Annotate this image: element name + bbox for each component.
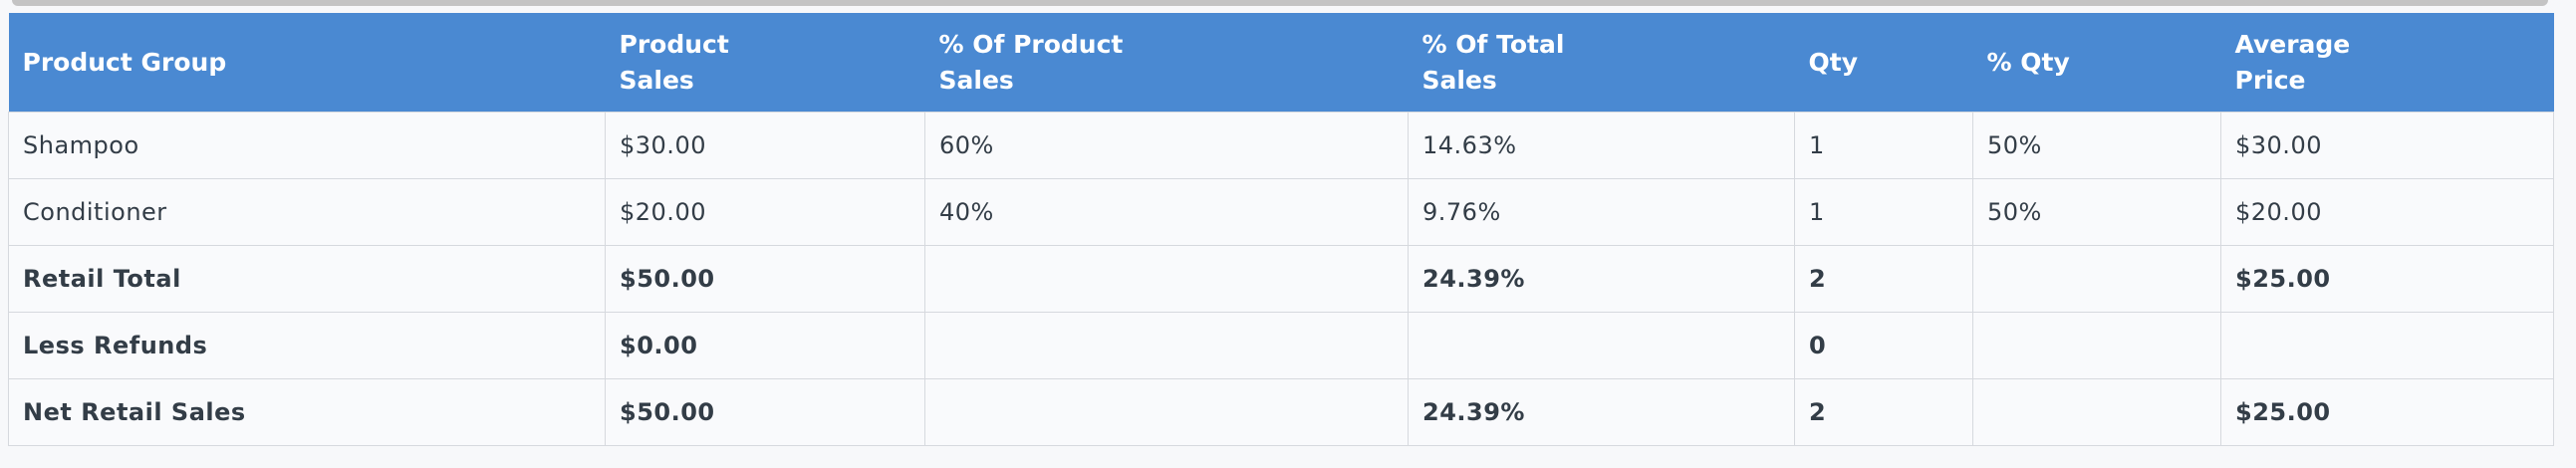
table-cell: $30.00: [2220, 112, 2554, 179]
table-cell: [1408, 312, 1795, 379]
table-cell: Shampoo: [8, 112, 606, 179]
table-cell: 50%: [1972, 112, 2221, 179]
table-cell: $20.00: [605, 178, 925, 246]
table-header: Product Group Product Sales % Of Product S…: [8, 13, 2554, 113]
column-header: Average Price: [2220, 13, 2554, 113]
table-cell: [924, 245, 1409, 313]
table-cell: Less Refunds: [8, 312, 606, 379]
table-cell: $25.00: [2220, 245, 2554, 313]
column-header-text: Qty: [1808, 47, 1859, 77]
table-cell: $25.00: [2220, 378, 2554, 446]
column-header-text: % Of Total Sales: [1421, 29, 1565, 95]
table-cell: 14.63%: [1408, 112, 1795, 179]
table-cell: $20.00: [2220, 178, 2554, 246]
table-cell: $30.00: [605, 112, 925, 179]
column-header-text: % Qty: [1986, 47, 2070, 77]
table-cell: 0: [1794, 312, 1973, 379]
table-cell: [1972, 245, 2221, 313]
table-row: Less Refunds $0.00 0: [8, 312, 2554, 379]
column-header-text: Average Price: [2234, 29, 2351, 95]
table-row: Conditioner $20.00 40% 9.76% 1 50% $20.00: [8, 178, 2554, 246]
table-cell: [1972, 378, 2221, 446]
table-cell: 2: [1794, 245, 1973, 313]
column-header: % Of Total Sales: [1408, 13, 1795, 113]
table-cell: Retail Total: [8, 245, 606, 313]
table-cell: $0.00: [605, 312, 925, 379]
column-header-text: Product Group: [22, 47, 227, 77]
column-header: % Of Product Sales: [924, 13, 1409, 113]
table-cell: Net Retail Sales: [8, 378, 606, 446]
column-header: Qty: [1794, 13, 1973, 113]
column-header: Product Sales: [605, 13, 925, 113]
column-header: Product Group: [8, 13, 606, 113]
table-cell: 24.39%: [1408, 245, 1795, 313]
table-cell: [1972, 312, 2221, 379]
table-row: Retail Total $50.00 24.39% 2 $25.00: [8, 245, 2554, 313]
column-header-text: Product Sales: [619, 29, 729, 95]
table-cell: [924, 378, 1409, 446]
table-cell: 1: [1794, 178, 1973, 246]
table-cell: 1: [1794, 112, 1973, 179]
header-row: Product Group Product Sales % Of Product S…: [8, 13, 2554, 113]
table-body: Shampoo $30.00 60% 14.63% 1 50% $30.00 Conditio…: [8, 112, 2554, 446]
table-cell: [924, 312, 1409, 379]
table-cell: 60%: [924, 112, 1409, 179]
column-header: % Qty: [1972, 13, 2221, 113]
table-row: Net Retail Sales $50.00 24.39% 2 $25.00: [8, 378, 2554, 446]
table-cell: $50.00: [605, 245, 925, 313]
table-cell: 2: [1794, 378, 1973, 446]
column-header-text: % Of Product Sales: [938, 29, 1124, 95]
table-cell: $50.00: [605, 378, 925, 446]
table-cell: 9.76%: [1408, 178, 1795, 246]
table-cell: 40%: [924, 178, 1409, 246]
table-cell: [2220, 312, 2554, 379]
table-row: Shampoo $30.00 60% 14.63% 1 50% $30.00: [8, 112, 2554, 179]
scrollbar: [12, 0, 2548, 6]
table-cell: Conditioner: [8, 178, 606, 246]
table-cell: 24.39%: [1408, 378, 1795, 446]
sales-table: Product Group Product Sales % Of Product S…: [8, 13, 2554, 446]
table-cell: 50%: [1972, 178, 2221, 246]
